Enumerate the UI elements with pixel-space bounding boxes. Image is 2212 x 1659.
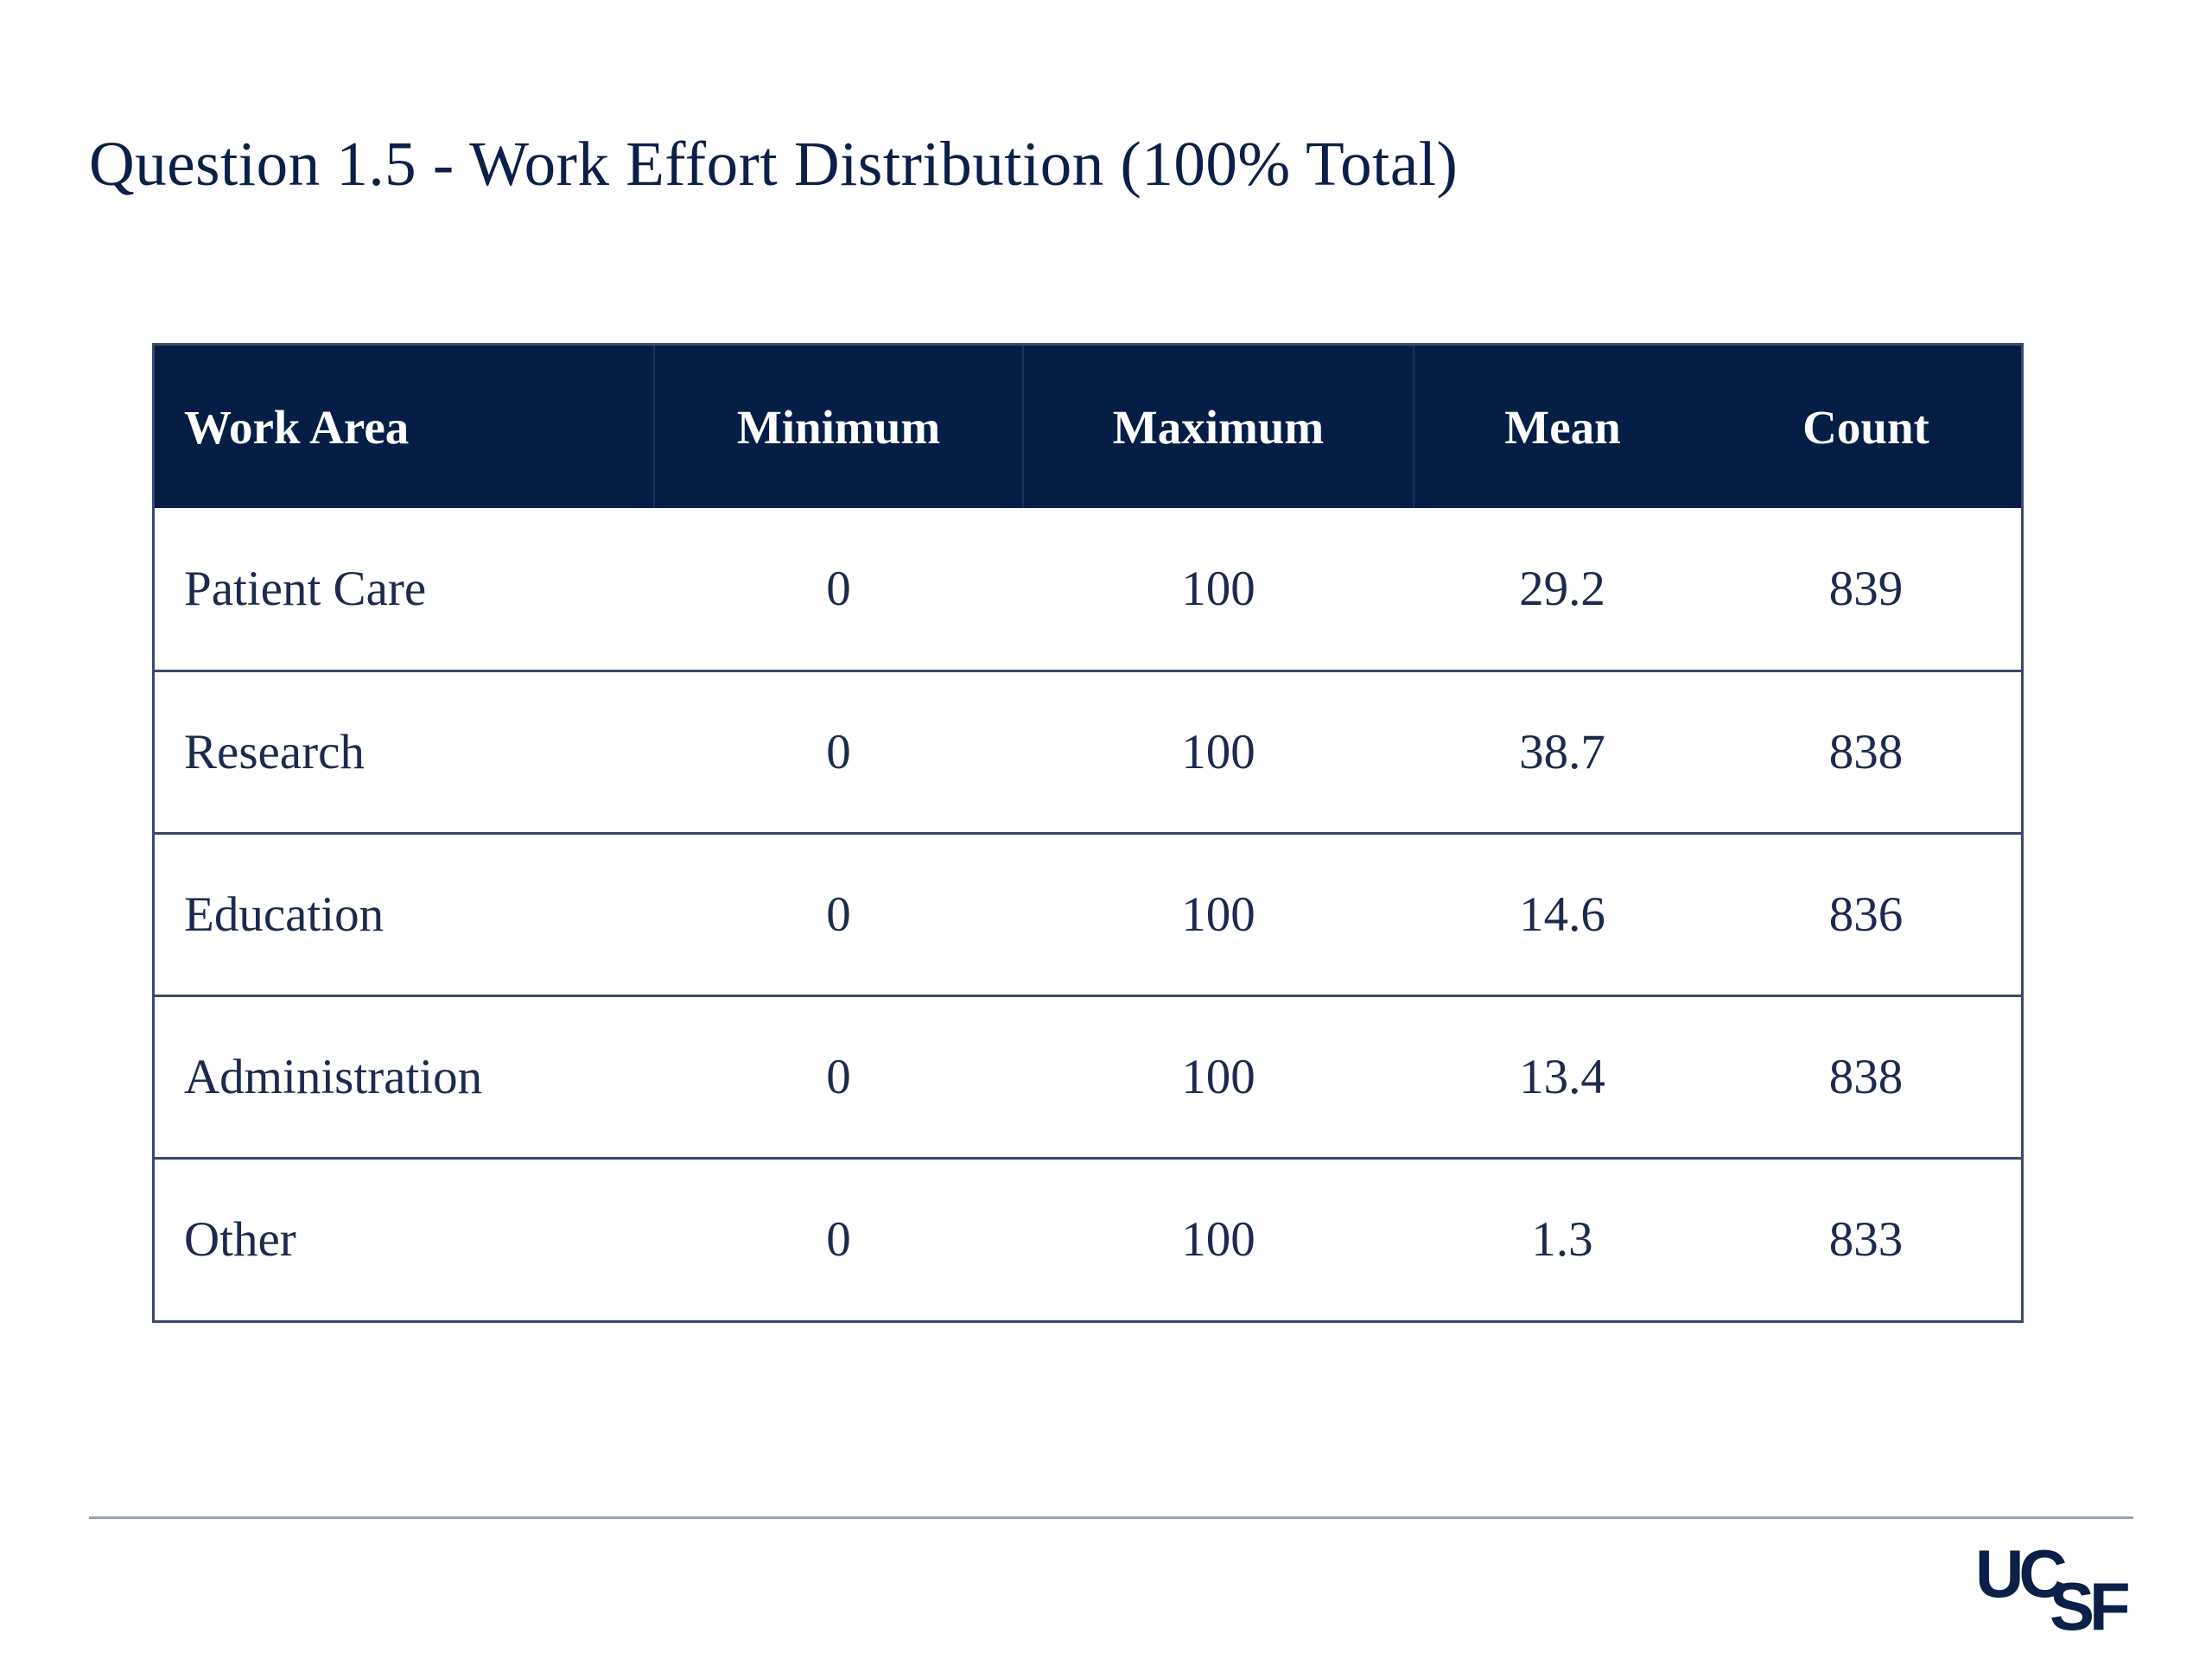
cell-count: 839 — [1828, 561, 1904, 616]
ucsf-logo: UC SF — [1975, 1545, 2133, 1631]
cell-mean: 13.4 — [1519, 1049, 1605, 1104]
cell-mean: 29.2 — [1519, 561, 1605, 616]
cell-minimum: 0 — [826, 887, 851, 942]
cell-mean: 14.6 — [1519, 887, 1605, 942]
header-work-area: Work Area — [155, 346, 655, 508]
data-table: Work Area Minimum Maximum Mean Count Pat… — [155, 346, 2021, 1320]
cell-mean: 38.7 — [1519, 724, 1605, 779]
cell-minimum: 0 — [826, 724, 851, 779]
table-row: Research 0 100 38.7 838 — [155, 671, 2021, 833]
footer-divider — [89, 1516, 2133, 1519]
cell-work-area: Other — [184, 1212, 296, 1268]
cell-count: 838 — [1828, 1049, 1904, 1104]
cell-minimum: 0 — [826, 561, 851, 616]
cell-work-area: Administration — [184, 1049, 483, 1104]
cell-count: 838 — [1828, 724, 1904, 779]
cell-minimum: 0 — [826, 1212, 851, 1268]
svg-text:SF: SF — [2050, 1568, 2128, 1631]
cell-minimum: 0 — [826, 1049, 851, 1104]
svg-text:UC: UC — [1975, 1545, 2066, 1611]
cell-maximum: 100 — [1181, 887, 1255, 942]
cell-count: 833 — [1828, 1212, 1904, 1268]
cell-maximum: 100 — [1181, 561, 1255, 616]
slide-title: Question 1.5 - Work Effort Distribution … — [89, 129, 1459, 199]
cell-maximum: 100 — [1181, 1212, 1255, 1268]
cell-work-area: Patient Care — [184, 561, 427, 616]
table-row: Other 0 100 1.3 833 — [155, 1158, 2021, 1320]
cell-maximum: 100 — [1181, 724, 1255, 779]
cell-mean: 1.3 — [1531, 1212, 1593, 1268]
cell-maximum: 100 — [1181, 1049, 1255, 1104]
header-count: Count — [1802, 400, 1929, 454]
header-maximum: Maximum — [1023, 346, 1414, 508]
header-mean: Mean — [1504, 400, 1621, 454]
cell-work-area: Education — [184, 887, 385, 942]
table-row: Patient Care 0 100 29.2 839 — [155, 508, 2021, 671]
cell-work-area: Research — [184, 724, 365, 779]
table-row: Education 0 100 14.6 836 — [155, 833, 2021, 995]
work-effort-table: Work Area Minimum Maximum Mean Count Pat… — [152, 343, 2024, 1323]
cell-count: 836 — [1828, 887, 1904, 942]
header-minimum: Minimum — [654, 346, 1024, 508]
table-row: Administration 0 100 13.4 838 — [155, 995, 2021, 1158]
table-header-row: Work Area Minimum Maximum Mean Count — [155, 346, 2021, 508]
